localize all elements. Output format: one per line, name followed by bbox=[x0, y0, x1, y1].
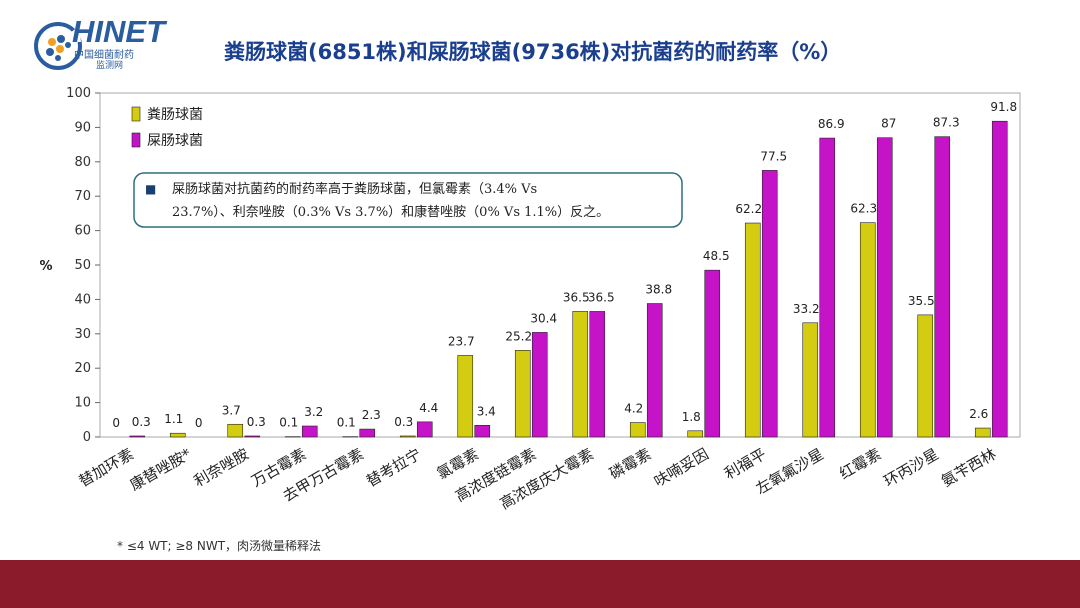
data-label-series2: 87.3 bbox=[933, 116, 960, 130]
data-label-series2: 0 bbox=[195, 416, 203, 430]
bar-series1 bbox=[802, 322, 819, 438]
data-label-series2: 91.8 bbox=[990, 100, 1017, 114]
bar-series1 bbox=[687, 430, 704, 438]
data-label-series2: 4.4 bbox=[419, 401, 438, 415]
annotation-line1: 屎肠球菌对抗菌药的耐药率高于粪肠球菌，但氯霉素（3.4% Vs bbox=[172, 181, 537, 197]
annotation-line2: 23.7%）、利奈唑胺（0.3% Vs 3.7%）和康替唑胺（0% Vs 1.1… bbox=[172, 204, 609, 220]
data-label-series1: 23.7 bbox=[448, 334, 475, 348]
logo-subtitle-network: 监测网 bbox=[96, 61, 124, 71]
bar-series2 bbox=[359, 428, 376, 438]
y-tick-label: 90 bbox=[74, 120, 91, 135]
bar-series1 bbox=[917, 314, 934, 438]
data-label-series1: 1.1 bbox=[164, 412, 183, 426]
footnote: * ≤4 WT; ≥8 NWT，肉汤微量稀释法 bbox=[117, 539, 322, 553]
bar-series2 bbox=[991, 120, 1008, 438]
data-label-series1: 36.5 bbox=[563, 290, 590, 304]
data-label-series1: 2.6 bbox=[969, 407, 988, 421]
data-label-series2: 48.5 bbox=[703, 249, 730, 263]
data-label-series1: 0 bbox=[112, 416, 120, 430]
legend-swatch bbox=[131, 106, 141, 122]
legend-label: 屎肠球菌 bbox=[147, 133, 203, 149]
y-axis-label: % bbox=[39, 259, 52, 274]
x-tick-label: 氨苄西林 bbox=[938, 445, 999, 491]
bar-series2 bbox=[129, 435, 146, 438]
bar-series2 bbox=[474, 425, 491, 438]
data-label-series1: 1.8 bbox=[682, 410, 701, 424]
bar-series1 bbox=[744, 222, 761, 438]
data-label-series2: 0.3 bbox=[247, 415, 266, 429]
data-label-series2: 38.8 bbox=[645, 283, 672, 297]
bar-series1 bbox=[974, 427, 991, 438]
chinet-logo bbox=[34, 22, 82, 70]
data-label-series1: 0.1 bbox=[279, 416, 298, 430]
data-label-series1: 62.3 bbox=[850, 202, 877, 216]
data-label-series2: 2.3 bbox=[362, 408, 381, 422]
bar-series2 bbox=[934, 136, 951, 438]
x-tick-label: 替考拉宁 bbox=[363, 445, 424, 491]
bar-series2 bbox=[646, 303, 663, 438]
annotation-box bbox=[133, 172, 683, 228]
bar-series2 bbox=[301, 425, 318, 438]
bar-series2 bbox=[876, 137, 893, 438]
bar-series1 bbox=[227, 423, 244, 438]
chart-title: 粪肠球菌(6851株)和屎肠球菌(9736株)对抗菌药的耐药率（%） bbox=[224, 40, 842, 64]
bar-series1 bbox=[457, 355, 474, 438]
data-label-series1: 35.5 bbox=[908, 294, 935, 308]
bar-series1 bbox=[514, 350, 531, 438]
data-label-series2: 30.4 bbox=[530, 311, 557, 325]
y-tick-label: 60 bbox=[74, 224, 91, 239]
data-label-series1: 0.1 bbox=[337, 416, 356, 430]
y-tick-label: 40 bbox=[74, 292, 91, 307]
bar-series1 bbox=[169, 432, 186, 438]
y-tick-label: 70 bbox=[74, 189, 91, 204]
x-tick-label: 康替唑胺* bbox=[127, 445, 195, 495]
bar-series2 bbox=[704, 269, 721, 438]
y-tick-label: 10 bbox=[74, 396, 91, 411]
bar-series1 bbox=[399, 435, 416, 438]
data-label-series2: 86.9 bbox=[818, 117, 845, 131]
bar-series2 bbox=[589, 311, 606, 438]
x-tick-label: 磷霉素 bbox=[606, 445, 654, 483]
data-label-series2: 77.5 bbox=[760, 149, 787, 163]
y-tick-label: 30 bbox=[74, 327, 91, 342]
bottom-bar bbox=[0, 560, 1080, 608]
data-label-series1: 62.2 bbox=[735, 202, 762, 216]
logo-text: HINET bbox=[72, 14, 165, 49]
y-tick-label: 20 bbox=[74, 361, 91, 376]
data-label-series1: 3.7 bbox=[222, 403, 241, 417]
bar-series2 bbox=[244, 435, 261, 438]
bar-series1 bbox=[629, 422, 646, 438]
x-tick-label: 环丙沙星 bbox=[881, 445, 942, 491]
data-label-series2: 3.2 bbox=[304, 405, 323, 419]
y-tick-label: 80 bbox=[74, 155, 91, 170]
x-tick-label: 呋喃妥因 bbox=[651, 445, 712, 491]
bar-series2 bbox=[531, 332, 548, 438]
y-tick-label: 0 bbox=[83, 430, 91, 445]
bar-series2 bbox=[819, 137, 836, 438]
y-tick-label: 50 bbox=[74, 258, 91, 273]
data-label-series1: 33.2 bbox=[793, 302, 820, 316]
data-label-series2: 0.3 bbox=[132, 415, 151, 429]
data-label-series2: 87 bbox=[881, 117, 896, 131]
x-tick-label: 利奈唑胺 bbox=[191, 445, 252, 491]
data-label-series1: 25.2 bbox=[505, 329, 532, 343]
legend-label: 粪肠球菌 bbox=[147, 107, 203, 123]
x-tick-label: 替加环素 bbox=[76, 445, 137, 491]
x-tick-label: 红霉素 bbox=[836, 445, 884, 483]
annotation-bullet: ■ bbox=[145, 182, 156, 196]
data-label-series2: 3.4 bbox=[477, 404, 496, 418]
bar-series1 bbox=[859, 222, 876, 438]
bar-series2 bbox=[761, 170, 778, 438]
data-label-series1: 0.3 bbox=[394, 415, 413, 429]
legend-swatch bbox=[131, 132, 141, 148]
logo-subtitle-cn: 中国细菌耐药 bbox=[74, 50, 134, 61]
data-label-series1: 4.2 bbox=[624, 402, 643, 416]
bar-series1 bbox=[572, 311, 589, 438]
y-tick-label: 100 bbox=[66, 86, 91, 101]
bar-chart: 0 10 20 30 40 50 60 70 80 90 100% 0 0.3 1.1 0 3.7 0.3 0.… bbox=[39, 86, 1021, 513]
bar-series2 bbox=[416, 421, 433, 438]
data-label-series2: 36.5 bbox=[588, 290, 615, 304]
